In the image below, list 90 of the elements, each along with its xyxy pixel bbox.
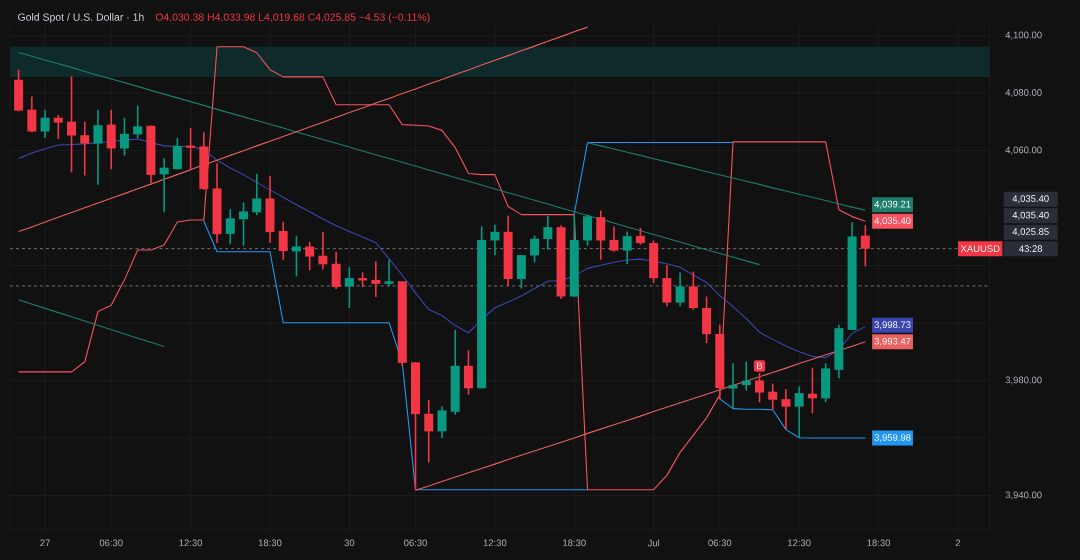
data-label: 3,959.98 <box>874 434 911 442</box>
data-label: 3,998.73 <box>874 321 911 330</box>
x-tick-label: 27 <box>40 539 50 547</box>
text: 43:28 <box>1019 245 1043 253</box>
x-tick-label: 06:30 <box>99 539 123 547</box>
x-tick-label: Jul <box>647 539 660 547</box>
candlestick <box>583 214 592 247</box>
candlestick <box>543 214 553 251</box>
y-tick-label: 4,060.00 <box>1005 146 1042 155</box>
candlestick <box>252 172 262 216</box>
candlestick <box>490 223 500 256</box>
candlestick <box>768 382 778 411</box>
candlestick <box>239 201 249 247</box>
data-label: 4,035.40 <box>874 217 911 226</box>
x-tick-label: 12:30 <box>483 539 507 547</box>
candlestick <box>80 120 90 177</box>
x-tick-label: 18:30 <box>867 539 891 547</box>
data-label: 3,993.47 <box>874 337 911 346</box>
candlestick <box>318 231 328 271</box>
candlestick <box>503 214 513 287</box>
candlestick <box>516 254 526 290</box>
annotation: B <box>757 362 763 370</box>
candlestick <box>331 250 341 290</box>
candlestick <box>278 220 288 261</box>
x-tick-label: 12:30 <box>788 539 811 547</box>
text: 4,035.40 <box>1012 195 1049 204</box>
x-tick-label: 12:30 <box>179 539 203 547</box>
candlestick <box>424 398 434 464</box>
chart-title: Gold Spot / U.S. Dollar · 1h <box>18 13 144 23</box>
x-tick-label: 18:30 <box>563 539 586 547</box>
candlestick <box>384 258 394 288</box>
y-tick-label: 4,080.00 <box>1005 89 1042 97</box>
candlestick <box>821 362 831 404</box>
ref-line-label: XAUUSD <box>960 245 1000 253</box>
candlestick <box>40 108 50 139</box>
candlestick <box>556 224 566 300</box>
x-tick-label: 06:30 <box>404 539 427 547</box>
candlestick <box>212 162 222 244</box>
candlestick <box>450 329 460 416</box>
candlestick <box>14 68 24 113</box>
candlestick <box>596 209 606 261</box>
candlestick <box>622 230 632 265</box>
candlestick <box>662 264 672 308</box>
candlestick <box>199 131 209 191</box>
x-tick-label: 06:30 <box>708 539 732 547</box>
text: 4,035.40 <box>1012 211 1049 220</box>
candlestick <box>715 323 725 400</box>
candlestick <box>67 75 77 174</box>
candlestick <box>119 116 129 157</box>
candlestick <box>834 323 844 379</box>
candlestick <box>411 361 421 491</box>
candlestick <box>106 108 116 170</box>
candlestick <box>53 114 63 140</box>
candlestick <box>305 241 315 272</box>
candlestick <box>146 124 156 185</box>
candlestick <box>93 108 103 186</box>
candlestick <box>675 271 685 308</box>
candlestick <box>27 95 37 134</box>
y-tick-label: 4,100.00 <box>1005 31 1042 40</box>
candlestick <box>688 271 698 311</box>
candlestick <box>609 225 619 253</box>
text: 4,025.85 <box>1012 228 1049 237</box>
candlestick <box>397 280 407 368</box>
candlestick <box>794 385 804 439</box>
candlestick <box>530 234 540 264</box>
x-tick-label: 2 <box>955 539 961 547</box>
candlestick <box>860 224 870 268</box>
candlestick <box>781 388 791 431</box>
x-tick-label: 18:30 <box>258 539 282 547</box>
candlestick <box>344 266 354 309</box>
y-tick-label: 3,940.00 <box>1005 491 1042 500</box>
candlestick <box>437 405 447 439</box>
candlestick <box>225 208 235 246</box>
candlestick <box>463 349 473 396</box>
candlestick <box>133 104 143 139</box>
candlestick <box>172 137 182 171</box>
candlestick <box>741 360 751 392</box>
candlestick <box>702 295 712 344</box>
y-tick-label: 3,980.00 <box>1005 376 1042 385</box>
x-tick-label: 30 <box>344 539 355 547</box>
chart-subtitle: O4,030.38 H4,033.98 L4,019.68 C4,025.85 −4.53 (−0.11%) <box>155 13 430 23</box>
candlestick <box>649 239 659 284</box>
candlestick <box>159 157 169 214</box>
candlestick <box>728 362 738 410</box>
candlestick <box>371 260 381 298</box>
data-label: 4,039.21 <box>874 200 911 209</box>
candlestick <box>477 225 487 390</box>
candlestick <box>847 221 857 331</box>
candlestick <box>265 174 275 244</box>
candlestick <box>569 214 579 298</box>
